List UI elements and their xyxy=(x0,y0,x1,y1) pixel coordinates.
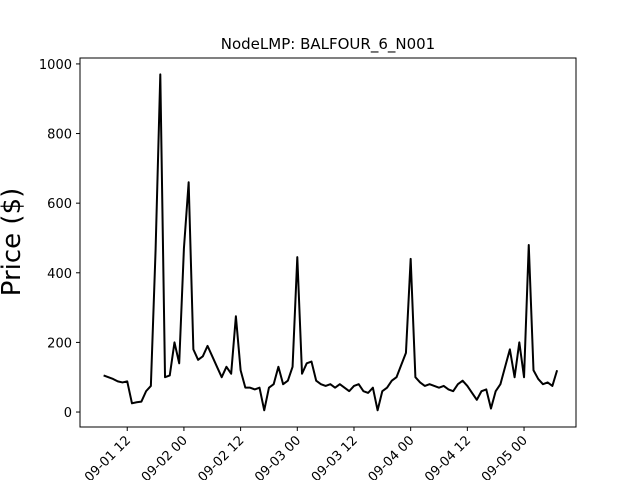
plot-frame xyxy=(79,57,577,428)
y-axis-label: Price ($) xyxy=(0,188,27,297)
y-tick-label: 0 xyxy=(64,406,72,421)
y-tick-label: 200 xyxy=(47,336,72,351)
line-series xyxy=(103,73,559,412)
chart-title: NodeLMP: BALFOUR_6_N001 xyxy=(221,35,435,54)
y-tick-label: 800 xyxy=(47,128,72,143)
y-tick-label: 1000 xyxy=(39,58,72,73)
y-tick-label: 600 xyxy=(47,197,72,212)
y-tick-label: 400 xyxy=(47,267,72,282)
